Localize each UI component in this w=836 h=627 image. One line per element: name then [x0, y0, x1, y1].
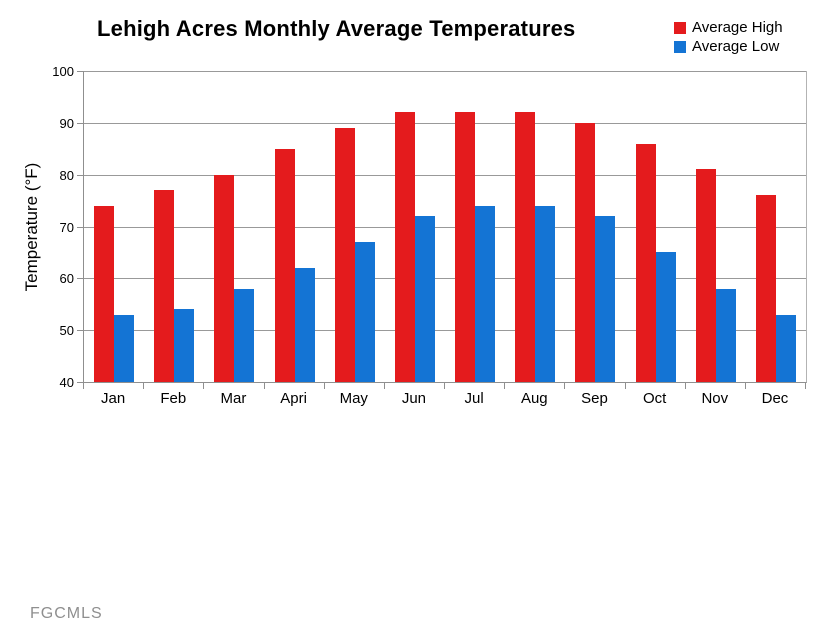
bars-container [84, 71, 806, 382]
bar-average-low-feb [174, 309, 195, 382]
x-tick-mark-10 [684, 383, 686, 389]
gridlines [84, 71, 806, 382]
x-axis-label-may: May [339, 390, 368, 407]
x-tick-mark-3 [263, 383, 265, 389]
legend-item-average-high: Average High [674, 18, 783, 37]
watermark-fgcmls: FGCMLS [30, 605, 103, 622]
x-axis-label-mar: Mar [220, 390, 247, 407]
x-axis-label-nov: Nov [701, 390, 729, 407]
x-tick-mark-8 [564, 383, 566, 389]
legend: Average High Average Low [674, 18, 783, 56]
plot-area [83, 71, 807, 383]
x-tick-mark-12 [805, 383, 806, 389]
gridline-70 [84, 226, 806, 228]
bar-average-high-feb [154, 190, 175, 382]
y-tick-mark-40 [77, 382, 83, 383]
y-tick-mark-60 [77, 278, 83, 279]
x-tick-mark-2 [203, 383, 205, 389]
x-axis-label-jul: Jul [464, 390, 484, 407]
bar-average-high-jun [394, 112, 415, 382]
gridline-80 [84, 174, 806, 176]
bar-average-low-oct [655, 252, 676, 382]
bar-average-low-dec [775, 314, 796, 382]
bar-average-high-mar [214, 174, 235, 382]
gridline-50 [84, 330, 806, 332]
bar-average-low-aug [535, 205, 556, 382]
bar-average-high-jan [94, 205, 115, 382]
x-tick-mark-6 [444, 383, 445, 389]
y-tick-mark-90 [77, 123, 83, 124]
bar-average-low-nov [715, 288, 736, 382]
y-tick-label-100: 100 [52, 64, 74, 79]
x-axis-label-aug: Aug [520, 390, 548, 407]
y-tick-label-70: 70 [59, 219, 74, 235]
gridline-100 [84, 71, 806, 72]
bar-average-low-sep [595, 216, 616, 382]
bar-average-high-apri [274, 148, 295, 382]
bar-average-low-may [354, 242, 375, 382]
legend-swatch-high-icon [674, 21, 686, 34]
y-tick-label-60: 60 [59, 271, 74, 287]
x-tick-mark-11 [744, 383, 746, 389]
gridline-90 [84, 122, 806, 124]
bar-average-low-apri [294, 267, 315, 382]
bar-group-jun [385, 71, 445, 382]
bar-average-low-jun [414, 216, 435, 382]
bar-average-high-may [334, 128, 355, 382]
bar-group-oct [626, 71, 686, 382]
bar-average-high-jul [455, 112, 476, 382]
bar-average-high-sep [575, 122, 596, 382]
legend-swatch-low-icon [674, 40, 686, 53]
bar-group-aug [505, 71, 565, 382]
bar-group-feb [144, 71, 204, 382]
y-tick-label-90: 90 [59, 115, 74, 131]
bar-group-apri [265, 71, 325, 382]
y-tick-mark-100 [77, 71, 83, 72]
x-axis-label-apri: Apri [280, 390, 307, 407]
bar-average-low-jul [475, 205, 496, 382]
x-axis-label-oct: Oct [642, 390, 667, 407]
gridline-60 [84, 278, 806, 280]
x-axis-label-sep: Sep [581, 390, 608, 407]
x-tick-mark-9 [624, 383, 626, 389]
y-tick-mark-80 [77, 175, 83, 176]
y-tick-label-50: 50 [59, 323, 74, 339]
x-tick-mark-1 [143, 383, 145, 389]
y-tick-mark-50 [77, 330, 83, 331]
bar-average-low-jan [114, 314, 135, 382]
y-tick-label-40: 40 [59, 375, 74, 390]
bar-group-sep [565, 71, 625, 382]
bar-group-mar [204, 71, 264, 382]
x-axis-label-feb: Feb [160, 390, 187, 407]
y-tick-label-80: 80 [59, 167, 74, 183]
bar-average-high-oct [635, 143, 656, 382]
x-tick-mark-4 [323, 383, 325, 389]
bar-group-nov [686, 71, 746, 382]
bar-group-may [325, 71, 385, 382]
bar-group-jul [445, 71, 505, 382]
bar-group-dec [746, 71, 806, 382]
legend-item-average-low: Average Low [674, 37, 783, 56]
bar-average-low-mar [234, 288, 255, 382]
bar-group-jan [84, 71, 144, 382]
x-tick-mark-5 [383, 383, 385, 389]
x-tick-mark-0 [83, 383, 84, 389]
bar-average-high-aug [515, 112, 536, 382]
x-axis-label-dec: Dec [761, 390, 789, 407]
legend-label-average-high: Average High [692, 19, 783, 36]
x-axis-label-jun: Jun [401, 390, 427, 407]
x-tick-mark-7 [504, 383, 506, 389]
bar-average-high-nov [695, 169, 716, 382]
x-axis-labels: Jan Feb Mar Apri May Jun Jul Aug Sep Oct Nov Dec [83, 390, 805, 407]
legend-label-average-low: Average Low [692, 38, 780, 55]
chart-title: Lehigh Acres Monthly Average Temperature… [97, 16, 576, 41]
x-axis-label-jan: Jan [100, 390, 126, 407]
y-tick-mark-70 [77, 227, 83, 228]
bar-average-high-dec [755, 195, 776, 382]
